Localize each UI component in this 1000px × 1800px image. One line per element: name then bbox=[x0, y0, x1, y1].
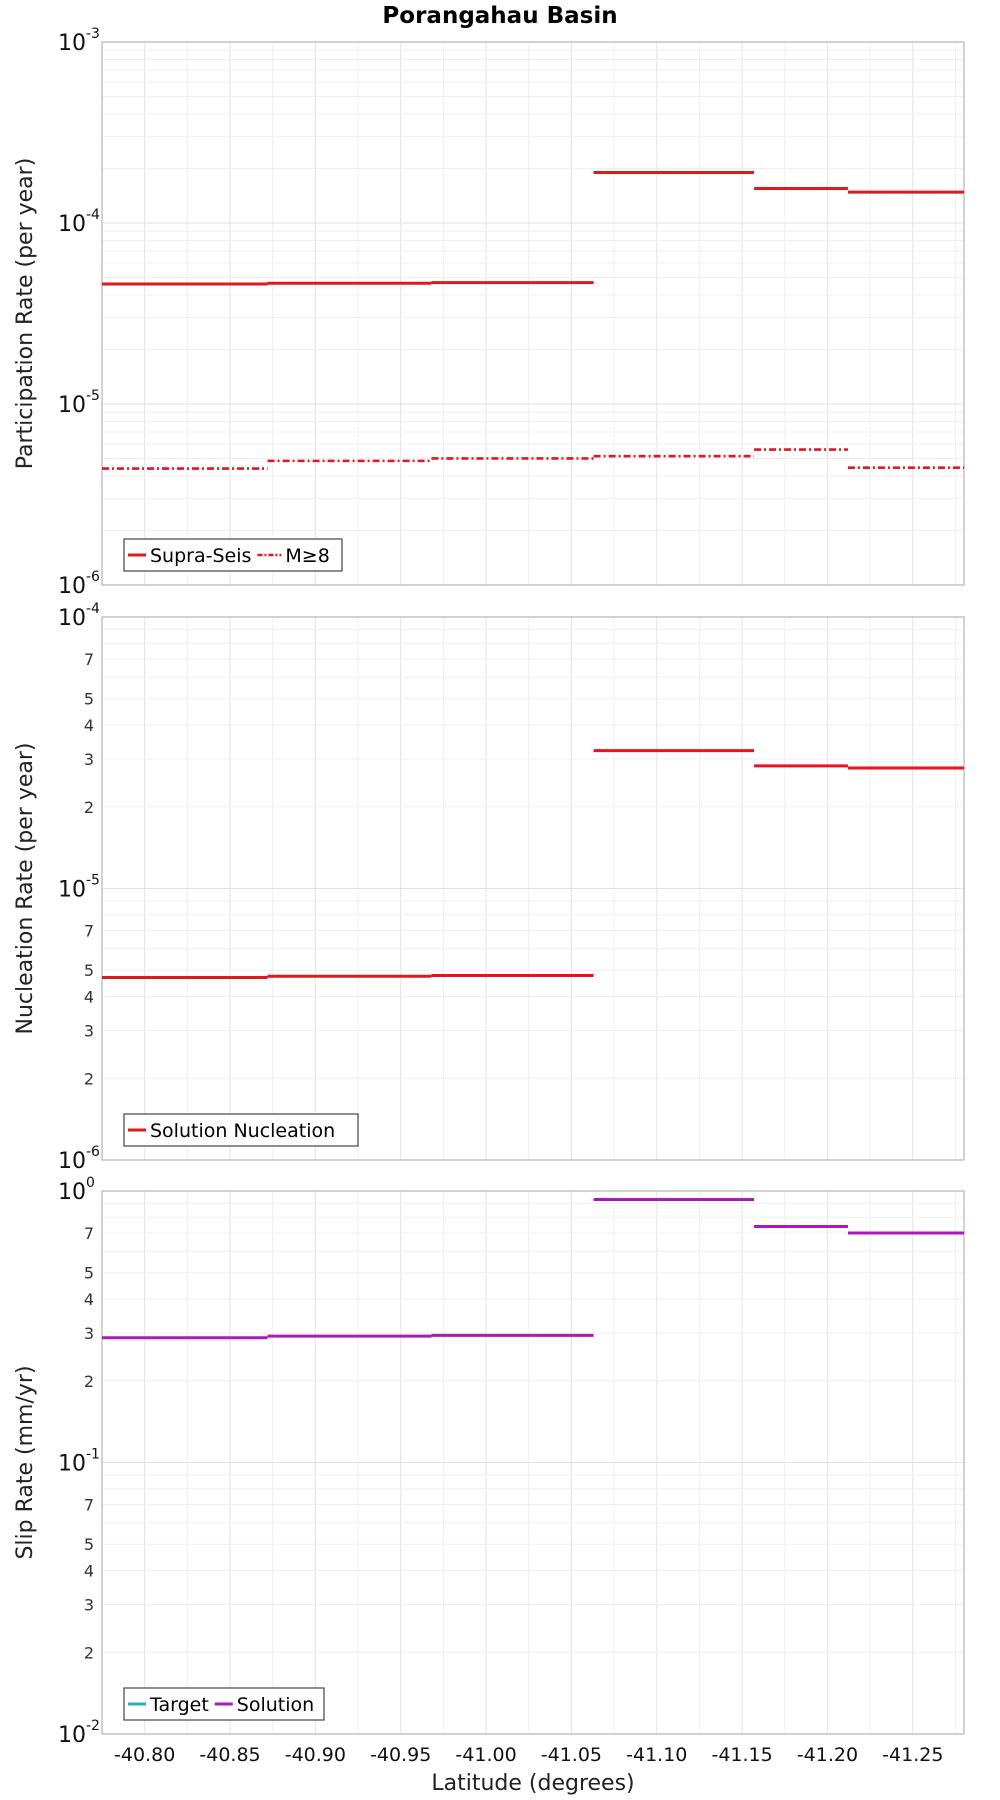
y-tick-label: 10-5 bbox=[58, 388, 100, 418]
y-minor-tick-label: 2 bbox=[84, 1372, 94, 1391]
x-tick-label: -41.25 bbox=[882, 1744, 943, 1766]
y-tick-exponent: -4 bbox=[86, 601, 100, 617]
legend-entry: Target bbox=[149, 1694, 209, 1716]
y-tick-base: 10 bbox=[58, 393, 86, 418]
legend-entry: Solution bbox=[237, 1694, 314, 1716]
y-tick-base: 10 bbox=[58, 1723, 86, 1748]
y-tick-base: 10 bbox=[58, 1452, 86, 1477]
legend-entry: Solution Nucleation bbox=[150, 1120, 335, 1142]
legend-entry: Supra-Seis bbox=[150, 545, 251, 567]
legend: Supra-Seis M≥8 bbox=[123, 538, 343, 572]
y-minor-tick-label: 5 bbox=[84, 1535, 94, 1554]
y-minor-tick-label: 7 bbox=[84, 922, 94, 941]
y-axis-label: Participation Rate (per year) bbox=[13, 158, 38, 470]
y-tick-exponent: -4 bbox=[86, 207, 100, 223]
y-minor-tick-label: 5 bbox=[84, 690, 94, 709]
x-tick-label: -41.10 bbox=[626, 1744, 687, 1766]
x-tick-label: -41.20 bbox=[797, 1744, 858, 1766]
chart-title: Porangahau Basin bbox=[382, 3, 617, 29]
y-axis-label: Slip Rate (mm/yr) bbox=[13, 1365, 38, 1559]
x-tick-label: -40.80 bbox=[114, 1744, 175, 1766]
x-tick-label: -40.90 bbox=[285, 1744, 346, 1766]
y-tick-label: 10-2 bbox=[58, 1718, 100, 1748]
y-minor-tick-label: 2 bbox=[84, 1069, 94, 1088]
plot-frame bbox=[101, 1190, 965, 1735]
x-axis-label: Latitude (degrees) bbox=[431, 1771, 634, 1796]
y-tick-label: 10-4 bbox=[58, 601, 100, 631]
y-tick-label: 100 bbox=[58, 1175, 95, 1205]
y-tick-label: 10-6 bbox=[58, 1144, 100, 1174]
y-minor-tick-label: 7 bbox=[84, 1224, 94, 1243]
y-tick-exponent: -5 bbox=[86, 873, 100, 889]
y-tick-exponent: -1 bbox=[86, 1447, 100, 1463]
y-tick-exponent: -6 bbox=[86, 569, 100, 585]
y-tick-label: 10-4 bbox=[58, 207, 100, 237]
y-tick-base: 10 bbox=[58, 606, 86, 631]
y-minor-tick-label: 7 bbox=[84, 1496, 94, 1515]
y-minor-tick-label: 2 bbox=[84, 1643, 94, 1662]
plot-frame bbox=[101, 41, 965, 586]
y-tick-base: 10 bbox=[58, 212, 86, 237]
y-minor-tick-label: 4 bbox=[84, 988, 94, 1007]
y-tick-base: 10 bbox=[58, 1180, 86, 1205]
y-tick-exponent: -5 bbox=[86, 388, 100, 404]
y-tick-base: 10 bbox=[58, 574, 86, 599]
plot-frame bbox=[101, 616, 965, 1161]
y-tick-label: 10-3 bbox=[58, 26, 100, 56]
y-minor-tick-label: 3 bbox=[84, 1324, 94, 1343]
x-tick-label: -40.95 bbox=[370, 1744, 431, 1766]
y-tick-exponent: 0 bbox=[86, 1175, 95, 1191]
y-tick-base: 10 bbox=[58, 1149, 86, 1174]
x-tick-label: -41.00 bbox=[455, 1744, 516, 1766]
y-tick-base: 10 bbox=[58, 878, 86, 903]
y-minor-tick-label: 5 bbox=[84, 1264, 94, 1283]
y-axis-label: Nucleation Rate (per year) bbox=[13, 743, 38, 1035]
legend: Solution Nucleation bbox=[123, 1113, 359, 1147]
y-tick-exponent: -2 bbox=[86, 1718, 100, 1734]
x-axis: -40.80 -40.85 -40.90 -40.95 -41.00 -41.05 -41.… bbox=[114, 1744, 943, 1796]
y-tick-label: 10-1 bbox=[58, 1447, 100, 1477]
legend: Target Solution bbox=[123, 1687, 325, 1721]
y-minor-tick-label: 3 bbox=[84, 1595, 94, 1614]
x-tick-label: -40.85 bbox=[199, 1744, 260, 1766]
y-minor-tick-label: 2 bbox=[84, 798, 94, 817]
y-tick-exponent: -6 bbox=[86, 1144, 100, 1160]
y-tick-exponent: -3 bbox=[86, 26, 100, 42]
y-minor-tick-label: 3 bbox=[84, 750, 94, 769]
y-tick-label: 10-6 bbox=[58, 569, 100, 599]
legend-box bbox=[123, 538, 343, 572]
y-tick-label: 10-5 bbox=[58, 873, 100, 903]
y-minor-tick-label: 3 bbox=[84, 1021, 94, 1040]
y-minor-tick-label: 4 bbox=[84, 1562, 94, 1581]
y-minor-tick-label: 7 bbox=[84, 650, 94, 669]
y-tick-base: 10 bbox=[58, 31, 86, 56]
y-minor-tick-label: 4 bbox=[84, 716, 94, 735]
x-tick-label: -41.15 bbox=[711, 1744, 772, 1766]
x-tick-label: -41.05 bbox=[541, 1744, 602, 1766]
y-minor-tick-label: 4 bbox=[84, 1290, 94, 1309]
y-minor-tick-label: 5 bbox=[84, 961, 94, 980]
legend-box bbox=[123, 1113, 359, 1147]
legend-entry: M≥8 bbox=[285, 545, 329, 567]
